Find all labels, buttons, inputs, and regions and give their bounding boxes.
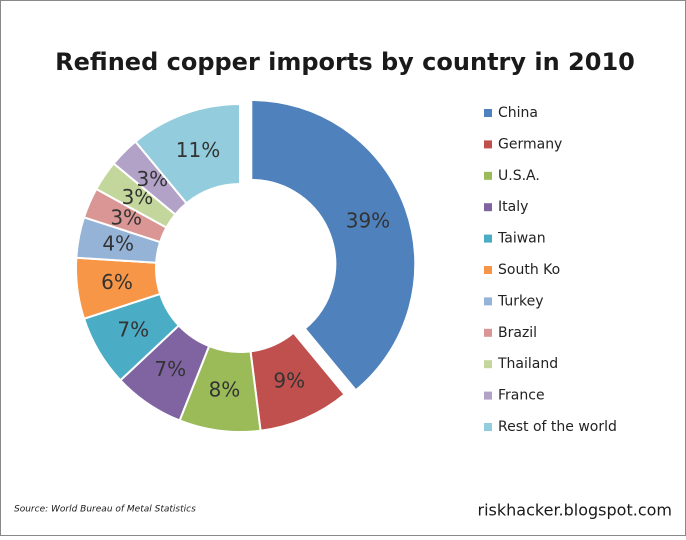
legend-label: Turkey bbox=[497, 293, 544, 309]
legend-marker bbox=[484, 234, 492, 243]
data-label: 4% bbox=[102, 231, 134, 255]
legend-marker bbox=[484, 140, 492, 149]
legend-label: Italy bbox=[498, 199, 528, 215]
data-label: 7% bbox=[117, 318, 149, 342]
data-label: 9% bbox=[273, 368, 305, 392]
credit: riskhacker.blogspot.com bbox=[478, 501, 672, 520]
data-label: 7% bbox=[154, 357, 186, 381]
legend-label: Rest of the world bbox=[498, 419, 617, 435]
donut-slice bbox=[250, 98, 417, 392]
data-label: 11% bbox=[176, 138, 220, 162]
legend-marker bbox=[484, 297, 492, 306]
legend-label: Brazil bbox=[498, 325, 537, 341]
source-note: Source: World Bureau of Metal Statistics bbox=[14, 505, 196, 515]
legend-label: France bbox=[498, 388, 545, 404]
legend-marker bbox=[484, 203, 492, 212]
legend-marker bbox=[484, 109, 492, 117]
legend-marker bbox=[484, 360, 492, 369]
legend-label: Germany bbox=[498, 136, 562, 152]
donut-slice bbox=[134, 102, 241, 205]
legend-label: South Ko bbox=[498, 262, 560, 278]
legend-marker bbox=[484, 328, 492, 337]
legend-label: U.S.A. bbox=[498, 168, 540, 184]
data-label: 8% bbox=[209, 378, 241, 402]
legend-label: Thailand bbox=[497, 356, 558, 372]
legend-marker bbox=[484, 266, 492, 274]
legend-marker bbox=[484, 423, 492, 431]
chart-title: Refined copper imports by country in 201… bbox=[55, 48, 635, 76]
data-label: 6% bbox=[101, 270, 133, 294]
legend-marker bbox=[484, 171, 492, 180]
legend-marker bbox=[484, 391, 492, 400]
data-label: 39% bbox=[346, 208, 390, 232]
legend-label: China bbox=[498, 105, 538, 121]
legend-label: Taiwan bbox=[497, 231, 546, 247]
